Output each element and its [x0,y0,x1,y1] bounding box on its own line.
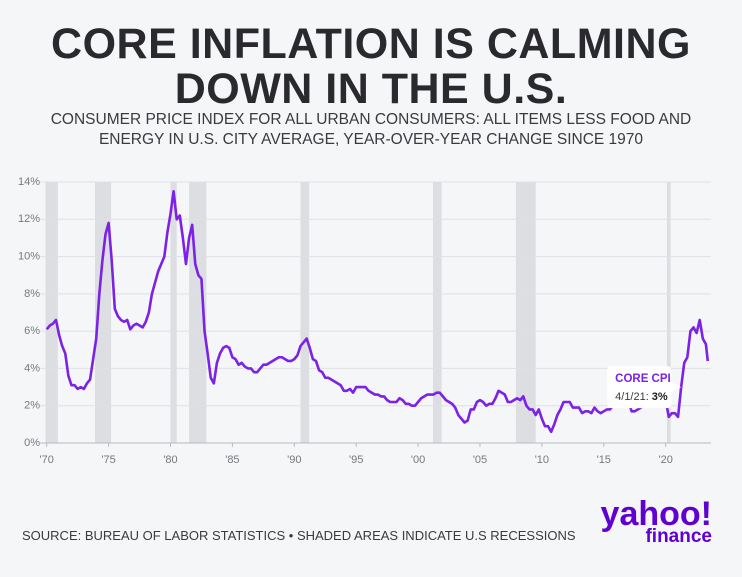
x-tick-label: '85 [225,454,239,466]
y-tick-label: 14% [18,176,40,188]
x-tick-label: '95 [349,454,363,466]
logo-sub: finance [645,526,712,547]
recession-band [666,182,671,443]
y-tick-label: 8% [24,288,40,300]
chart-title: CORE INFLATION IS CALMING DOWN IN THE U.… [51,20,691,113]
y-tick-label: 10% [18,250,40,262]
y-tick-label: 0% [24,437,40,449]
y-tick-label: 2% [24,400,40,412]
annotation-label: CORE CPI [615,373,671,385]
annotation-box [607,366,682,409]
x-tick-label: '00 [411,454,425,466]
x-tick-label: '05 [473,454,487,466]
annotation-date: 4/1/21: 3% [615,391,668,403]
annotation: CORE CPI 4/1/21: 3% [607,366,682,409]
x-tick-label: '80 [163,454,177,466]
x-tick-label: '75 [101,454,115,466]
recession-band [94,182,112,443]
x-tick-label: '15 [597,454,611,466]
annotation-date-text: 4/1/21: [615,391,649,403]
x-tick-label: '70 [40,454,54,466]
chart-subtitle: CONSUMER PRICE INDEX FOR ALL URBAN CONSU… [50,111,692,148]
cpi-line [45,190,710,434]
source-note: SOURCE: BUREAU OF LABOR STATISTICS • SHA… [22,528,576,543]
recession-band [300,182,310,443]
annotation-value: 3% [652,391,668,403]
y-tick-label: 4% [24,362,40,374]
recession-band [515,182,536,443]
logo-brand: yahoo! [601,495,712,533]
recession-band [45,182,58,443]
x-tick-label: '20 [659,454,673,466]
x-tick-label: '90 [287,454,301,466]
plot-area: 0% 2% 4% 6% 8% 10% 12% 14% '70 '75 '80 '85 '90 '95 '00… [18,176,711,466]
y-tick-label: 12% [18,213,40,225]
recession-band [432,182,442,443]
recession-band [170,182,177,443]
x-tick-label: '10 [535,454,549,466]
y-tick-label: 6% [24,325,40,337]
